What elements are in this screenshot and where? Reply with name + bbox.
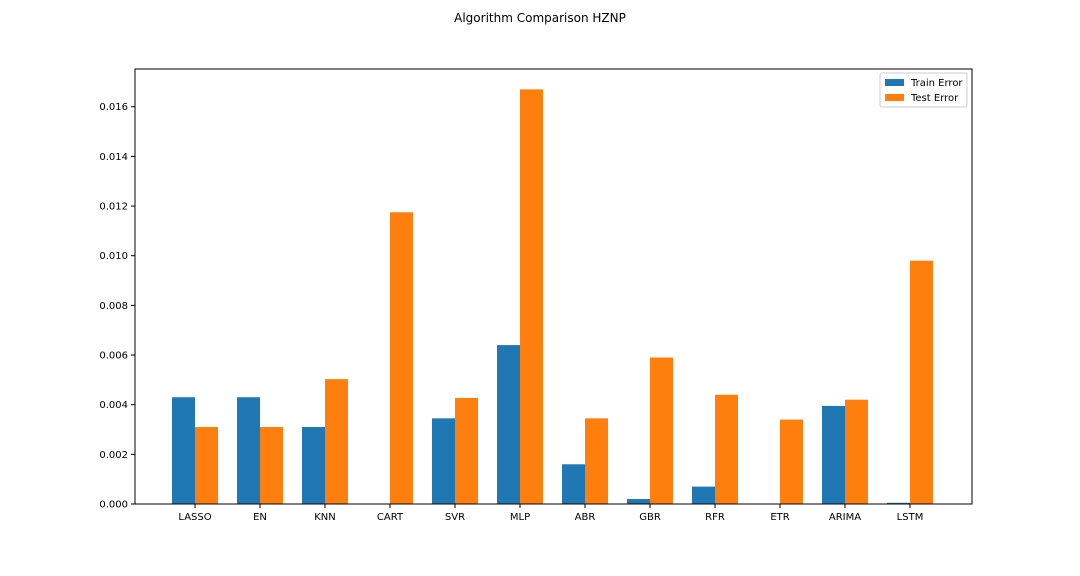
- plot-frame: [134, 68, 973, 505]
- x-tick-label-rfr: RFR: [705, 512, 725, 523]
- y-tick-label: 0.008: [99, 301, 128, 312]
- y-tick-label: 0.000: [99, 500, 128, 511]
- x-tick-label-gbr: GBR: [639, 512, 661, 523]
- legend-label-test: Test Error: [910, 93, 959, 104]
- x-tick-label-mlp: MLP: [510, 512, 530, 523]
- bar-test-abr: [585, 418, 608, 504]
- bar-train-knn: [302, 427, 325, 504]
- x-tick-label-abr: ABR: [575, 512, 596, 523]
- y-tick-label: 0.014: [99, 152, 128, 163]
- bar-test-cart: [390, 212, 413, 504]
- bar-test-arima: [845, 399, 868, 504]
- bar-train-mlp: [497, 345, 520, 504]
- x-tick-label-arima: ARIMA: [829, 512, 861, 523]
- bar-train-lasso: [172, 397, 195, 504]
- bar-train-en: [237, 397, 260, 504]
- bar-train-arima: [822, 405, 845, 504]
- bar-train-lstm: [887, 502, 910, 504]
- x-tick-label-lstm: LSTM: [897, 512, 924, 523]
- bar-test-gbr: [650, 357, 673, 504]
- bar-test-en: [260, 427, 283, 504]
- bar-train-rfr: [692, 486, 715, 504]
- bar-train-gbr: [627, 499, 650, 504]
- x-tick-label-en: EN: [253, 512, 267, 523]
- y-tick-label: 0.004: [99, 400, 128, 411]
- y-axis: 0.000 0.002 0.004 0.006 0.008 0.010 0.012 0.014…: [99, 102, 135, 511]
- bar-train-abr: [562, 464, 585, 504]
- legend-label-train: Train Error: [910, 78, 963, 89]
- y-tick-label: 0.006: [99, 351, 128, 362]
- bar-train-svr: [432, 418, 455, 504]
- chart-title: Algorithm Comparison HZNP: [454, 11, 626, 25]
- bar-test-lstm: [910, 260, 933, 504]
- legend-swatch-train: [885, 79, 904, 86]
- y-tick-label: 0.016: [99, 102, 128, 113]
- x-tick-label-svr: SVR: [445, 512, 465, 523]
- bar-test-etr: [780, 419, 803, 504]
- x-axis: LASSO EN KNN CART SVR MLP ABR GBR RFR ETR ARIMA LST…: [178, 504, 923, 523]
- x-tick-label-lasso: LASSO: [178, 512, 211, 523]
- y-tick-label: 0.012: [99, 202, 128, 213]
- bar-test-rfr: [715, 394, 738, 504]
- bars-group: [172, 89, 933, 504]
- x-tick-label-etr: ETR: [770, 512, 789, 523]
- x-tick-label-cart: CART: [377, 512, 404, 523]
- legend: Train Error Test Error: [879, 72, 968, 108]
- y-tick-label: 0.010: [99, 251, 128, 262]
- bar-test-mlp: [520, 89, 543, 504]
- y-tick-label: 0.002: [99, 450, 128, 461]
- bar-test-knn: [325, 379, 348, 504]
- bar-test-lasso: [195, 427, 218, 504]
- x-tick-label-knn: KNN: [314, 512, 336, 523]
- bar-test-svr: [455, 397, 478, 504]
- legend-swatch-test: [885, 94, 904, 101]
